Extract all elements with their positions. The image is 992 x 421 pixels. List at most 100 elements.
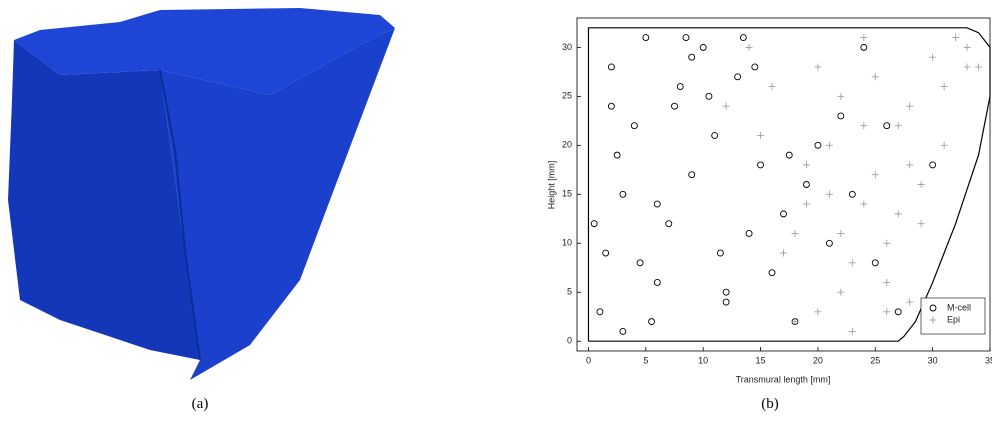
point — [803, 182, 809, 188]
point — [837, 93, 844, 100]
point — [826, 240, 832, 246]
point — [654, 279, 660, 285]
point — [964, 44, 971, 51]
point — [608, 64, 614, 70]
point — [803, 201, 810, 208]
point — [837, 289, 844, 296]
point — [815, 142, 821, 148]
point — [849, 328, 856, 335]
point — [672, 103, 678, 109]
point — [872, 260, 878, 266]
point — [838, 113, 844, 119]
point — [723, 299, 729, 305]
point — [746, 230, 752, 236]
point — [918, 220, 925, 227]
point — [975, 63, 982, 70]
tissue-render — [8, 8, 395, 380]
x-tick-label: 0 — [586, 355, 591, 365]
boundary-line — [588, 28, 990, 341]
x-axis-label: Transmural length [mm] — [736, 374, 831, 384]
point — [620, 191, 626, 197]
point — [849, 259, 856, 266]
point — [666, 221, 672, 227]
caption: (a) — [192, 396, 209, 412]
y-tick-label: 15 — [562, 189, 572, 199]
y-tick-label: 20 — [562, 140, 572, 150]
point — [643, 35, 649, 41]
point — [860, 122, 867, 129]
point — [740, 35, 746, 41]
point — [683, 35, 689, 41]
point — [826, 142, 833, 149]
point — [791, 318, 798, 325]
point — [883, 308, 890, 315]
point — [717, 250, 723, 256]
point — [872, 73, 879, 80]
point — [689, 54, 695, 60]
point — [895, 122, 902, 129]
point — [895, 210, 902, 217]
x-tick-label: 35 — [985, 355, 992, 365]
y-tick-label: 5 — [567, 287, 572, 297]
x-tick-label: 20 — [813, 355, 823, 365]
point — [786, 152, 792, 158]
figure: (a) (b) Transmural length [mm] Height [m… — [0, 0, 992, 421]
point — [791, 230, 798, 237]
point — [752, 64, 758, 70]
point — [780, 250, 787, 257]
point — [597, 309, 603, 315]
point — [769, 270, 775, 276]
point — [814, 308, 821, 315]
legend-label: M-cell — [947, 302, 971, 312]
point — [631, 123, 637, 129]
point — [895, 309, 901, 315]
point — [952, 34, 959, 41]
point — [918, 181, 925, 188]
point — [906, 161, 913, 168]
point — [849, 191, 855, 197]
point — [906, 299, 913, 306]
point — [861, 44, 867, 50]
y-tick-label: 0 — [567, 336, 572, 346]
point — [883, 240, 890, 247]
point — [735, 74, 741, 80]
point — [677, 84, 683, 90]
point — [757, 132, 764, 139]
x-tick-label: 15 — [756, 355, 766, 365]
point — [620, 328, 626, 334]
legend-label: Epi — [947, 314, 960, 324]
point — [769, 83, 776, 90]
point — [837, 230, 844, 237]
x-tick-label: 5 — [643, 355, 648, 365]
point — [781, 211, 787, 217]
y-tick-label: 30 — [562, 42, 572, 52]
point — [930, 162, 936, 168]
point — [654, 201, 660, 207]
point — [712, 133, 718, 139]
point — [929, 54, 936, 61]
point — [689, 172, 695, 178]
point — [614, 152, 620, 158]
point — [964, 63, 971, 70]
point — [872, 171, 879, 178]
point — [746, 44, 753, 51]
point — [860, 34, 867, 41]
point — [758, 162, 764, 168]
point — [803, 161, 810, 168]
point — [860, 201, 867, 208]
x-tick-label: 10 — [698, 355, 708, 365]
point — [603, 250, 609, 256]
point — [608, 103, 614, 109]
point — [826, 191, 833, 198]
x-tick-label: 30 — [928, 355, 938, 365]
point — [884, 123, 890, 129]
point — [941, 83, 948, 90]
point — [723, 103, 730, 110]
point — [906, 103, 913, 110]
point — [637, 260, 643, 266]
y-tick-label: 10 — [562, 238, 572, 248]
point — [883, 279, 890, 286]
y-axis-label: Height [mm] — [546, 161, 556, 210]
y-tick-label: 25 — [562, 91, 572, 101]
point — [814, 63, 821, 70]
